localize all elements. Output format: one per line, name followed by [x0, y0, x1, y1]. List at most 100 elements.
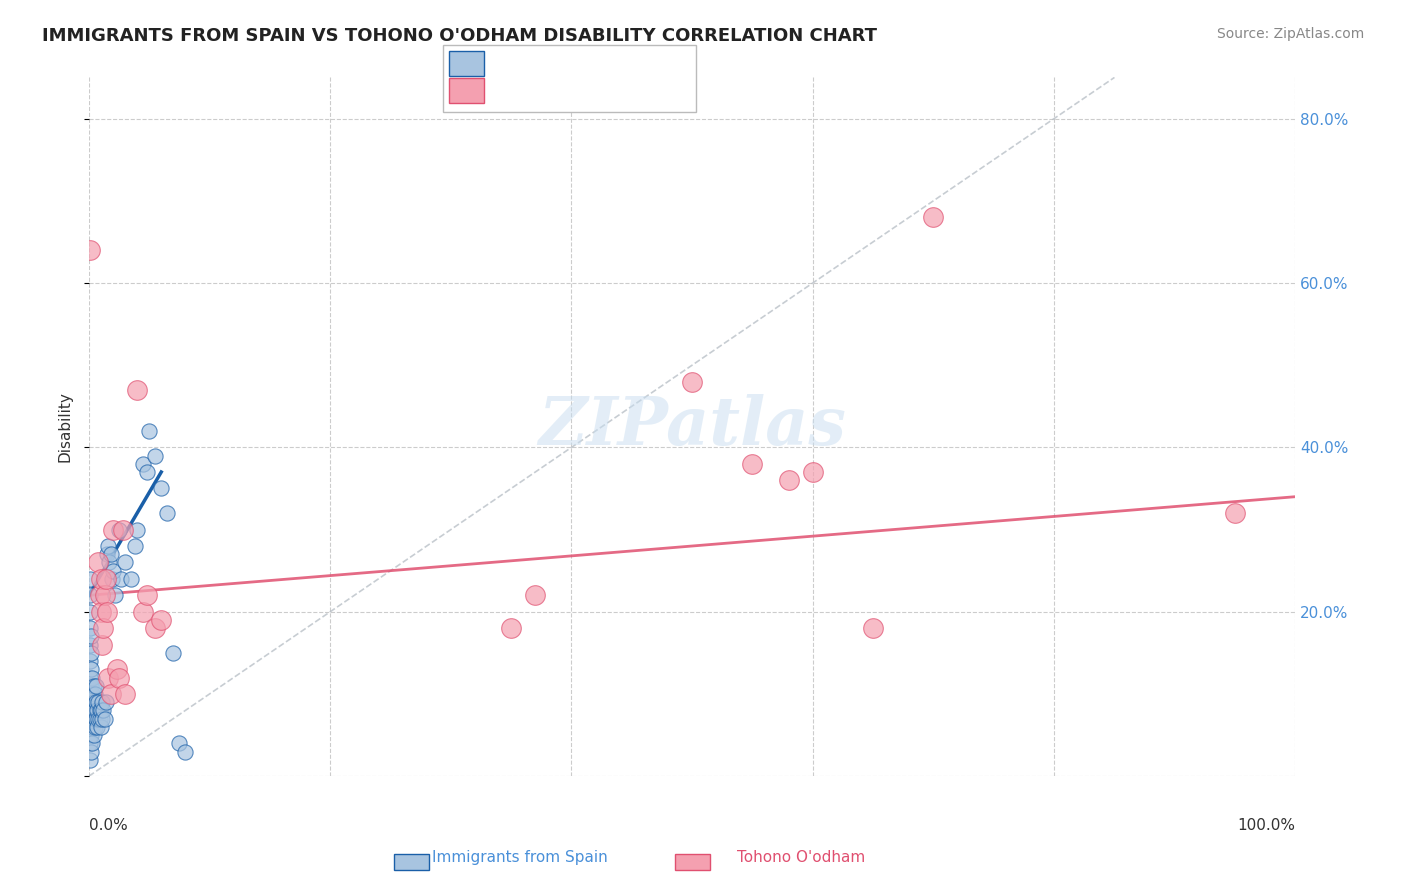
Point: [80, 695, 103, 709]
Point: [114, 687, 136, 701]
Point: [89, 712, 111, 726]
Point: [97, 671, 120, 685]
Point: [132, 457, 155, 471]
Point: [111, 523, 134, 537]
Point: [132, 605, 155, 619]
Text: Immigrants from Spain: Immigrants from Spain: [433, 850, 609, 865]
Point: [143, 621, 166, 635]
Point: [79, 654, 101, 668]
Point: [86, 703, 108, 717]
Point: [135, 465, 157, 479]
Point: [79, 605, 101, 619]
Point: [97, 539, 120, 553]
Point: [83, 712, 105, 726]
Point: [82, 671, 104, 685]
Point: [84, 712, 107, 726]
Point: [82, 687, 104, 701]
Point: [127, 383, 149, 397]
Point: [79, 671, 101, 685]
Point: [681, 375, 703, 389]
Point: [524, 588, 547, 602]
Text: 100.0%: 100.0%: [1237, 818, 1295, 833]
Point: [79, 588, 101, 602]
Point: [91, 638, 114, 652]
Point: [1223, 506, 1246, 520]
Point: [127, 523, 149, 537]
Point: [90, 703, 112, 717]
Point: [93, 588, 115, 602]
Point: [84, 679, 107, 693]
Point: [87, 712, 110, 726]
Point: [124, 539, 146, 553]
Point: [96, 547, 118, 561]
Point: [79, 638, 101, 652]
Point: [501, 621, 523, 635]
Point: [94, 572, 117, 586]
Point: [84, 695, 107, 709]
Text: Tohono O'odham: Tohono O'odham: [737, 850, 866, 865]
Point: [101, 564, 124, 578]
Point: [86, 720, 108, 734]
Point: [87, 556, 110, 570]
Point: [120, 572, 142, 586]
Point: [83, 720, 105, 734]
Point: [150, 482, 173, 496]
Point: [87, 695, 110, 709]
Point: [108, 523, 131, 537]
Point: [114, 556, 136, 570]
Point: [110, 572, 132, 586]
Point: [135, 588, 157, 602]
Point: [80, 745, 103, 759]
Point: [108, 671, 131, 685]
Point: [91, 703, 114, 717]
Point: [91, 695, 114, 709]
Point: [104, 588, 127, 602]
Text: R = 0.541   N = 70: R = 0.541 N = 70: [489, 55, 669, 73]
Point: [138, 424, 160, 438]
Point: [89, 588, 111, 602]
Point: [83, 728, 105, 742]
Point: [80, 662, 103, 676]
Point: [162, 646, 184, 660]
Point: [79, 621, 101, 635]
Point: [89, 703, 111, 717]
Point: [801, 465, 824, 479]
Point: [79, 736, 101, 750]
Point: [741, 457, 763, 471]
Point: [100, 687, 122, 701]
Point: [82, 703, 104, 717]
Point: [91, 621, 114, 635]
Point: [100, 572, 122, 586]
Point: [778, 473, 800, 487]
Point: [94, 695, 117, 709]
Point: [80, 728, 103, 742]
Point: [82, 736, 104, 750]
Point: [169, 736, 191, 750]
Point: [79, 703, 101, 717]
Y-axis label: Disability: Disability: [58, 392, 72, 462]
Point: [862, 621, 884, 635]
Point: [79, 572, 101, 586]
Point: [105, 662, 128, 676]
Point: [150, 613, 173, 627]
Point: [79, 243, 101, 257]
Point: [101, 523, 124, 537]
Point: [91, 712, 114, 726]
Text: 0.0%: 0.0%: [89, 818, 128, 833]
Point: [90, 605, 112, 619]
Point: [90, 720, 112, 734]
Point: [82, 720, 104, 734]
Point: [83, 687, 105, 701]
Point: [83, 703, 105, 717]
Point: [80, 629, 103, 643]
Point: [79, 687, 101, 701]
Point: [79, 753, 101, 767]
Point: [93, 712, 115, 726]
Point: [143, 449, 166, 463]
Text: R = 0.347   N = 31: R = 0.347 N = 31: [489, 82, 669, 100]
Point: [80, 646, 103, 660]
Point: [83, 679, 105, 693]
Text: ZIPatlas: ZIPatlas: [538, 394, 846, 459]
Point: [90, 572, 112, 586]
Point: [80, 679, 103, 693]
